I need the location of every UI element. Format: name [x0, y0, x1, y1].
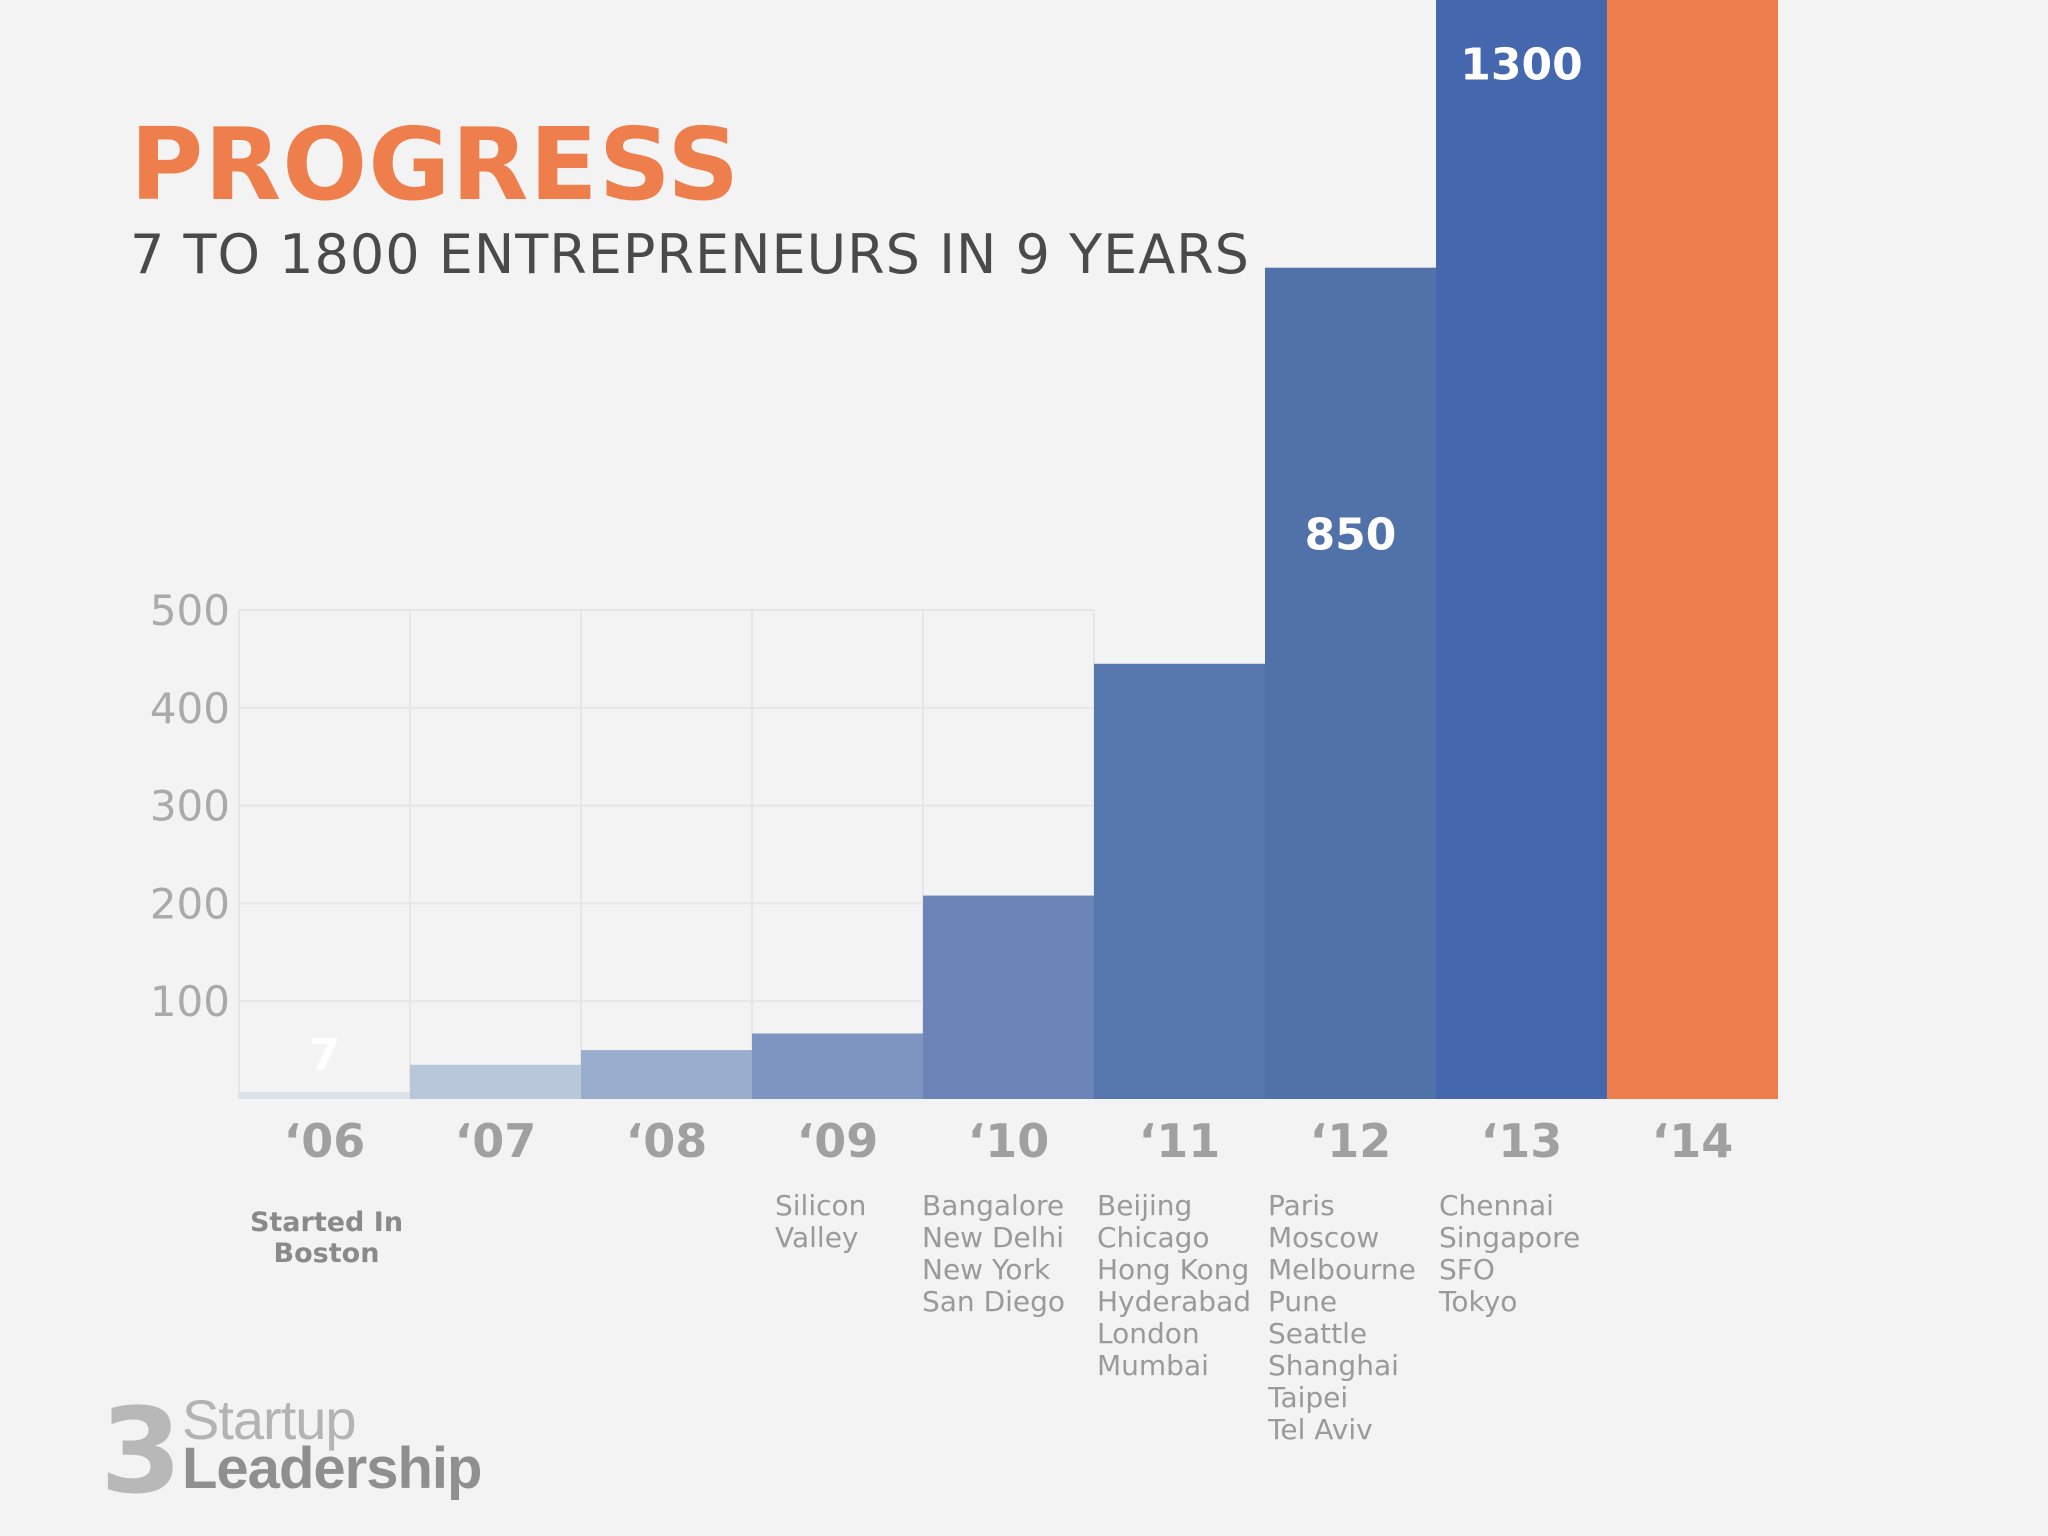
y-tick-label: 300	[150, 782, 230, 831]
x-tick-label: ‘12	[1310, 1114, 1392, 1168]
city-label: Beijing	[1097, 1189, 1192, 1222]
bar-data-label: 7	[309, 1030, 340, 1081]
city-label: Singapore	[1439, 1221, 1580, 1254]
x-tick-label: ‘13	[1481, 1114, 1563, 1168]
city-label: Chicago	[1097, 1221, 1210, 1254]
x-tick-label: ‘11	[1139, 1114, 1221, 1168]
city-label: Tokyo	[1438, 1285, 1517, 1318]
x-tick-label: ‘14	[1652, 1114, 1734, 1168]
bar-4	[923, 895, 1094, 1099]
city-label: Moscow	[1268, 1221, 1379, 1254]
page-subtitle: 7 TO 1800 ENTREPRENEURS IN 9 YEARS	[130, 223, 1250, 286]
bar-data-label: 850	[1305, 510, 1397, 561]
y-tick-label: 100	[150, 977, 230, 1026]
bar-3	[752, 1033, 923, 1099]
y-tick-label: 400	[150, 684, 230, 733]
bar-data-label: 1300	[1460, 40, 1582, 91]
city-label: Paris	[1268, 1189, 1335, 1222]
city-label: Seattle	[1268, 1317, 1367, 1350]
start-note-line: Boston	[274, 1238, 380, 1269]
city-label: Pune	[1268, 1285, 1337, 1318]
city-label: Shanghai	[1268, 1349, 1399, 1382]
city-label: London	[1097, 1317, 1200, 1350]
x-tick-label: ‘09	[797, 1114, 879, 1168]
x-tick-label: ‘10	[968, 1114, 1050, 1168]
start-note-line: Started In	[250, 1207, 403, 1238]
y-tick-label: 200	[150, 879, 230, 928]
x-tick-label: ‘06	[284, 1114, 366, 1168]
city-label: Valley	[775, 1221, 859, 1254]
city-label: New York	[922, 1253, 1051, 1286]
bar-1	[410, 1064, 581, 1099]
city-label: SFO	[1439, 1253, 1495, 1286]
city-label: Silicon	[775, 1189, 866, 1222]
bar-2	[581, 1050, 752, 1099]
city-label: Taipei	[1267, 1381, 1348, 1414]
city-label: Chennai	[1439, 1189, 1554, 1222]
city-label: Mumbai	[1097, 1349, 1209, 1382]
city-label: Bangalore	[922, 1189, 1064, 1222]
page-title: PROGRESS	[130, 106, 741, 223]
city-label: Hyderabad	[1097, 1285, 1251, 1318]
city-label: Hong Kong	[1097, 1253, 1249, 1286]
city-label: Tel Aviv	[1267, 1413, 1373, 1446]
city-label: New Delhi	[922, 1221, 1064, 1254]
bar-8	[1607, 0, 1778, 1099]
x-tick-label: ‘08	[626, 1114, 708, 1168]
logo-number: 3	[100, 1382, 183, 1520]
logo-line-leadership: Leadership	[182, 1436, 482, 1501]
bar-7	[1436, 0, 1607, 1100]
city-label: San Diego	[922, 1285, 1065, 1318]
bar-6	[1265, 267, 1436, 1099]
y-tick-label: 500	[150, 586, 230, 635]
bar-5	[1094, 663, 1265, 1099]
x-tick-label: ‘07	[455, 1114, 537, 1168]
city-label: Melbourne	[1268, 1253, 1416, 1286]
logo-line-startup: Startup	[182, 1388, 357, 1451]
bar-0	[239, 1092, 410, 1099]
